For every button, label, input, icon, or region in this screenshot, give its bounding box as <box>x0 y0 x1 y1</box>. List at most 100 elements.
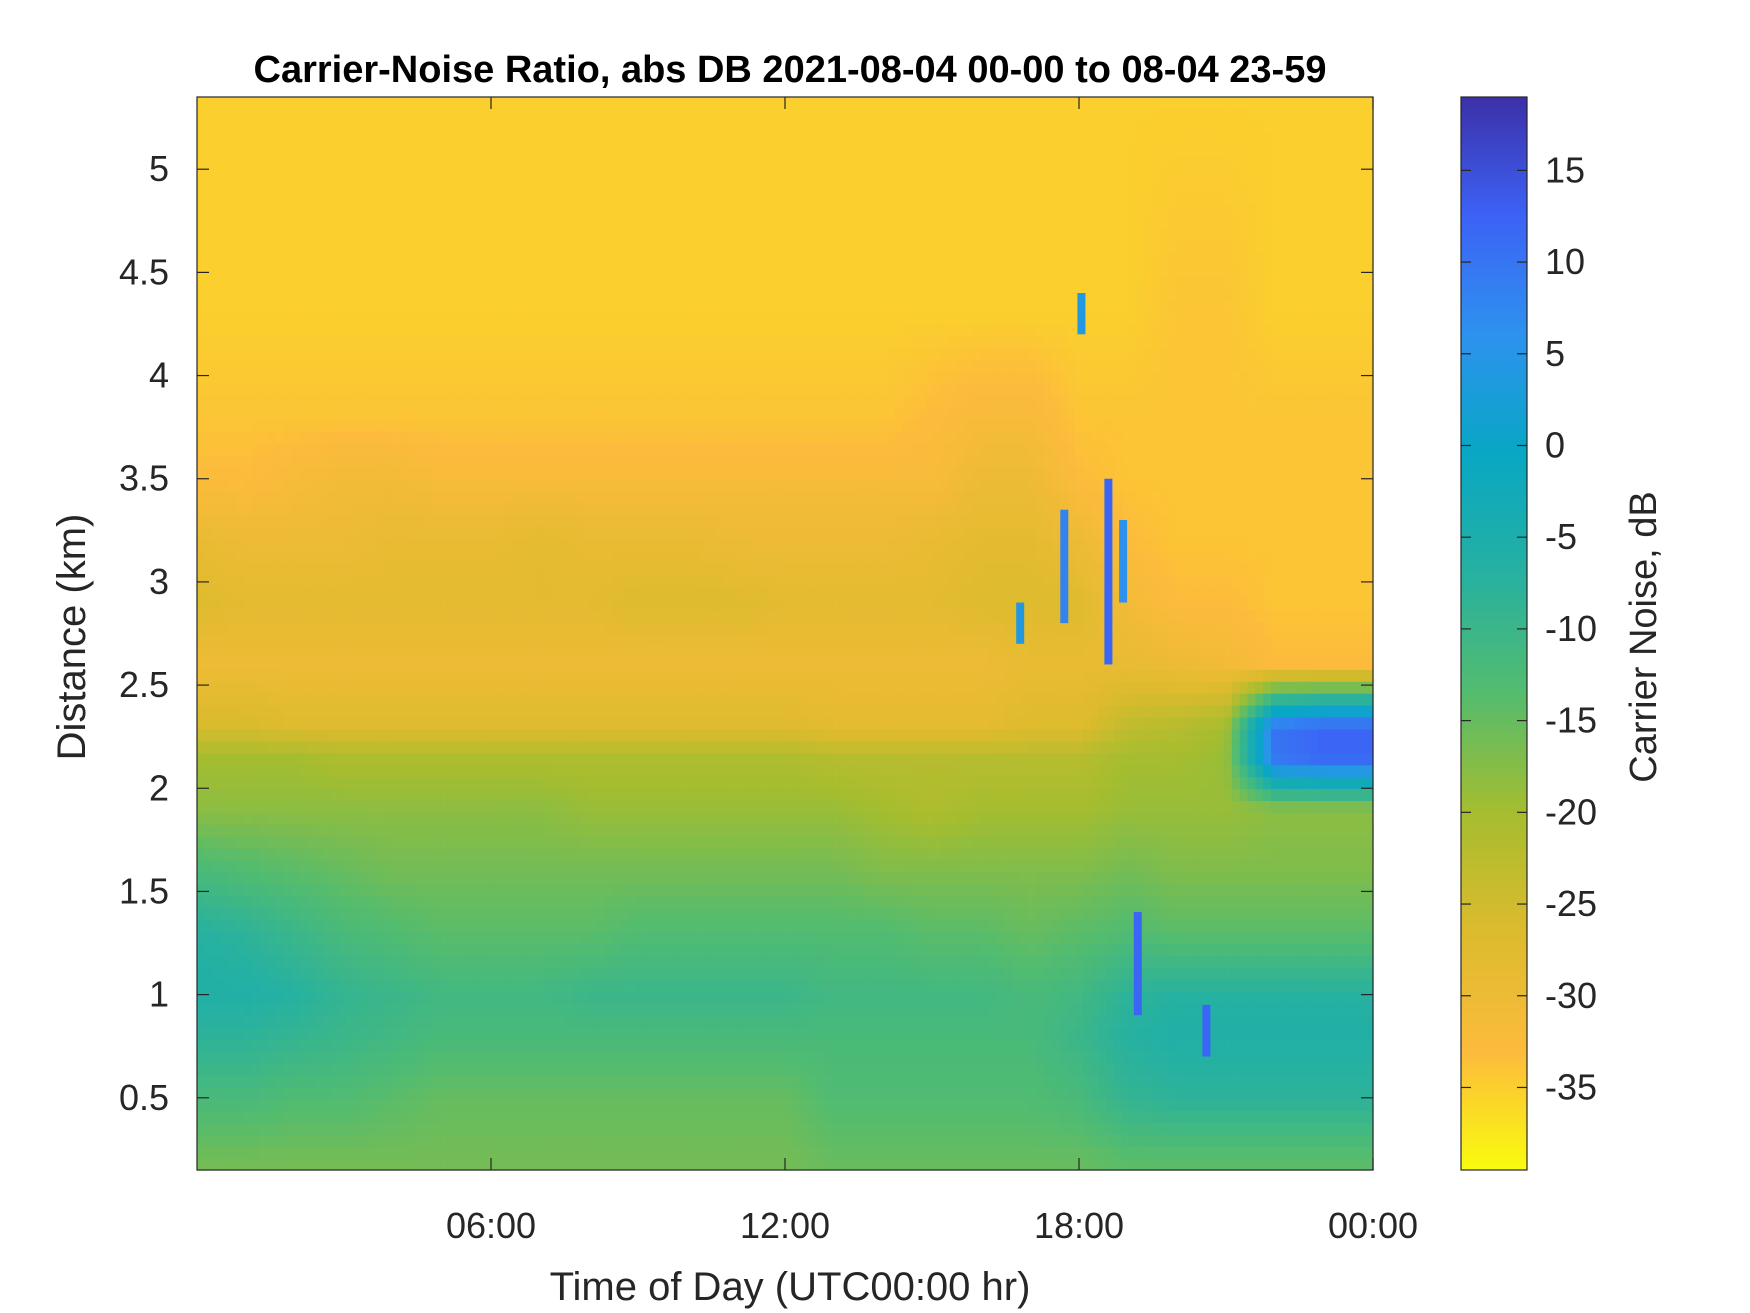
heatmap-cell <box>432 442 441 456</box>
heatmap-cell <box>291 502 300 515</box>
heatmap-cell <box>557 967 567 980</box>
heatmap-cell <box>518 526 527 539</box>
heatmap-cell <box>338 1003 347 1016</box>
heatmap-cell <box>345 1086 355 1100</box>
heatmap-cell <box>212 550 222 563</box>
heatmap-cell <box>244 669 253 682</box>
heatmap-cell <box>408 669 418 682</box>
heatmap-cell <box>291 1026 300 1040</box>
heatmap-cell <box>377 836 386 849</box>
heatmap-cell <box>377 335 386 348</box>
heatmap-cell <box>526 621 535 635</box>
heatmap-cell <box>447 800 457 813</box>
heatmap-cell <box>479 144 488 158</box>
heatmap-cell <box>479 478 488 492</box>
heatmap-cell <box>236 180 245 193</box>
heatmap-cell <box>345 633 355 647</box>
heatmap-cell <box>526 1134 535 1147</box>
heatmap-cell <box>596 97 606 110</box>
heatmap-cell <box>197 681 206 694</box>
heatmap-cell <box>502 776 512 790</box>
heatmap-cell <box>385 478 394 492</box>
heatmap-cell <box>306 907 316 921</box>
heatmap-cell <box>338 299 347 313</box>
heatmap-cell <box>330 228 339 241</box>
heatmap-cell <box>220 1158 229 1171</box>
heatmap-cell <box>565 681 574 694</box>
heatmap-cell <box>361 705 371 718</box>
heatmap-cell <box>259 383 269 396</box>
heatmap-cell <box>549 1110 559 1123</box>
heatmap-cell <box>557 287 567 301</box>
heatmap-cell <box>534 418 543 432</box>
heatmap-cell <box>432 1134 441 1147</box>
heatmap-cell <box>267 550 276 563</box>
heatmap-cell <box>440 395 449 408</box>
heatmap-cell <box>244 204 253 217</box>
heatmap-cell <box>228 406 237 420</box>
heatmap-cell <box>338 466 347 480</box>
heatmap-cell <box>338 931 347 945</box>
heatmap-cell <box>306 967 316 980</box>
heatmap-cell <box>440 466 449 480</box>
heatmap-cell <box>267 335 276 348</box>
heatmap-cell <box>385 526 394 539</box>
heatmap-cell <box>596 108 606 122</box>
heatmap-cell <box>549 299 559 313</box>
heatmap-cell <box>510 120 520 134</box>
heatmap-cell <box>463 347 472 360</box>
heatmap-cell <box>589 931 598 945</box>
heatmap-cell <box>432 752 441 766</box>
heatmap-cell <box>267 216 276 229</box>
heatmap-cell <box>510 192 520 205</box>
heatmap-cell <box>604 764 614 778</box>
heatmap-cell <box>291 919 300 933</box>
heatmap-cell <box>322 1074 331 1088</box>
heatmap-cell <box>345 871 355 885</box>
heatmap-cell <box>275 764 284 778</box>
heatmap-cell <box>283 454 292 468</box>
heatmap-cell <box>251 561 261 575</box>
heatmap-cell <box>455 323 465 337</box>
heatmap-cell <box>197 454 206 468</box>
heatmap-cell <box>424 1050 433 1064</box>
heatmap-cell <box>267 299 276 313</box>
heatmap-cell <box>338 192 347 205</box>
heatmap-cell <box>510 299 520 313</box>
heatmap-cell <box>244 561 253 575</box>
heatmap-cell <box>604 669 614 682</box>
heatmap-cell <box>510 1122 520 1135</box>
heatmap-cell <box>259 752 269 766</box>
heatmap-cell <box>620 848 629 861</box>
heatmap-cell <box>565 538 574 551</box>
heatmap-cell <box>447 943 457 956</box>
heatmap-cell <box>541 335 551 348</box>
heatmap-cell <box>298 657 308 670</box>
heatmap-cell <box>330 573 339 587</box>
heatmap-cell <box>353 454 363 468</box>
heatmap-cell <box>526 204 535 217</box>
heatmap-cell <box>251 180 261 193</box>
heatmap-cell <box>510 406 520 420</box>
heatmap-cell <box>526 657 535 670</box>
heatmap-cell <box>369 192 378 205</box>
heatmap-cell <box>526 335 535 348</box>
heatmap-cell <box>502 705 512 718</box>
heatmap-cell <box>502 752 512 766</box>
heatmap-cell <box>557 1074 567 1088</box>
heatmap-cell <box>267 1050 276 1064</box>
heatmap-cell <box>283 931 292 945</box>
heatmap-cell <box>204 621 214 635</box>
heatmap-cell <box>612 204 621 217</box>
heatmap-cell <box>377 871 386 885</box>
heatmap-cell <box>259 251 269 265</box>
heatmap-cell <box>330 561 339 575</box>
heatmap-cell <box>228 597 237 611</box>
heatmap-cell <box>604 573 614 587</box>
heatmap-cell <box>620 681 629 694</box>
heatmap-cell <box>314 991 324 1004</box>
heatmap-cell <box>314 764 324 778</box>
heatmap-cell <box>447 1050 457 1064</box>
heatmap-cell <box>494 800 504 813</box>
heatmap-cell <box>220 800 229 813</box>
